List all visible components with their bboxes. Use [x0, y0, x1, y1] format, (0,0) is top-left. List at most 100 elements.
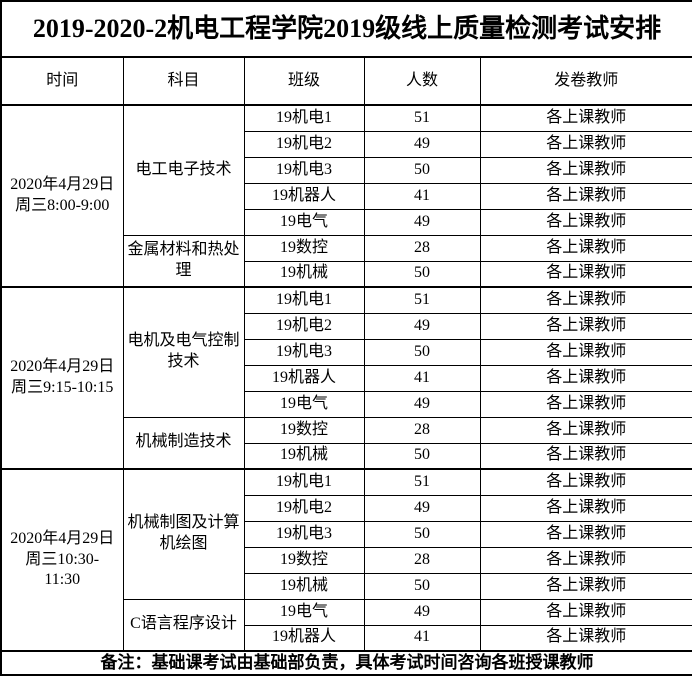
table-row: 19机电3 50 各上课教师 — [1, 338, 692, 366]
time-cell: 2020年4月29日 周三8:00-9:00 — [0, 104, 124, 288]
table-row: C语言程序设计 19电气 49 各上课教师 — [1, 598, 692, 652]
teacher-cell: 各上课教师 — [479, 312, 692, 340]
student-count-cell: 49 — [363, 598, 481, 626]
teacher-cell: 各上课教师 — [479, 286, 692, 314]
class-cell: 19电气 — [243, 598, 365, 626]
student-count-cell: 51 — [363, 104, 481, 132]
column-header-time: 时间 — [0, 56, 124, 106]
class-cell: 19机电3 — [243, 520, 365, 548]
teacher-cell: 各上课教师 — [479, 130, 692, 158]
teacher-cell: 各上课教师 — [479, 624, 692, 652]
teacher-cell: 各上课教师 — [479, 338, 692, 366]
class-cell: 19数控 — [243, 416, 365, 444]
subject-cell: C语言程序设计 — [122, 598, 245, 652]
teacher-cell: 各上课教师 — [479, 546, 692, 574]
table-row: 19机电2 49 各上课教师 — [1, 312, 692, 340]
class-cell: 19机电2 — [243, 312, 365, 340]
teacher-cell: 各上课教师 — [479, 468, 692, 496]
student-count-cell: 28 — [363, 234, 481, 262]
student-count-cell: 41 — [363, 182, 481, 210]
student-count-cell: 49 — [363, 390, 481, 418]
class-cell: 19机器人 — [243, 364, 365, 392]
footer-row: 备注：基础课考试由基础部负责，具体考试时间咨询各班授课教师 — [0, 649, 692, 676]
table-row: 19电气 49 各上课教师 — [1, 390, 692, 418]
table-row: 19机械 50 各上课教师 — [1, 260, 692, 288]
subject-cell: 电工电子技术 — [122, 104, 245, 236]
student-count-cell: 51 — [363, 286, 481, 314]
time-line: 周三10:30- — [25, 550, 100, 568]
table-row: 19机器人 41 各上课教师 — [1, 624, 692, 652]
column-header-teacher: 发卷教师 — [479, 56, 692, 106]
class-cell: 19数控 — [243, 546, 365, 574]
teacher-cell: 各上课教师 — [479, 390, 692, 418]
student-count-cell: 50 — [363, 338, 481, 366]
table-row: 19机械 50 各上课教师 — [1, 572, 692, 600]
time-line: 周三8:00-9:00 — [15, 197, 110, 214]
student-count-cell: 50 — [363, 260, 481, 288]
teacher-cell: 各上课教师 — [479, 572, 692, 600]
table-row: 19电气 49 各上课教师 — [1, 208, 692, 236]
table-row: 2020年4月29日 周三9:15-10:15 电机及电气控制技术 19机电1 … — [0, 286, 692, 470]
teacher-cell: 各上课教师 — [479, 234, 692, 262]
table-row: 2020年4月29日 周三8:00-9:00 电工电子技术 19机电1 51 各… — [0, 104, 692, 288]
class-cell: 19数控 — [243, 234, 365, 262]
student-count-cell: 49 — [363, 208, 481, 236]
class-cell: 19电气 — [243, 390, 365, 418]
class-cell: 19机电2 — [243, 494, 365, 522]
column-header-count: 人数 — [363, 56, 481, 106]
footer-note: 备注：基础课考试由基础部负责，具体考试时间咨询各班授课教师 — [0, 649, 692, 676]
subject-cell: 电机及电气控制技术 — [122, 286, 245, 418]
teacher-cell: 各上课教师 — [479, 156, 692, 184]
student-count-cell: 28 — [363, 416, 481, 444]
class-cell: 19机电3 — [243, 156, 365, 184]
class-cell: 19机械 — [243, 572, 365, 600]
subject-cell: 机械制造技术 — [122, 416, 245, 470]
time-line: 2020年4月29日 — [10, 358, 115, 376]
table-title: 2019-2020-2机电工程学院2019级线上质量检测考试安排 — [0, 0, 692, 58]
student-count-cell: 50 — [363, 442, 481, 470]
teacher-cell: 各上课教师 — [479, 494, 692, 522]
class-cell: 19电气 — [243, 208, 365, 236]
table-row: 金属材料和热处理 19数控 28 各上课教师 — [1, 234, 692, 288]
table-row: 19机器人 41 各上课教师 — [1, 182, 692, 210]
column-header-class: 班级 — [243, 56, 365, 106]
teacher-cell: 各上课教师 — [479, 520, 692, 548]
teacher-cell: 各上课教师 — [479, 208, 692, 236]
student-count-cell: 49 — [363, 312, 481, 340]
time-cell: 2020年4月29日 周三9:15-10:15 — [0, 286, 124, 470]
time-line: 周三9:15-10:15 — [11, 379, 114, 396]
time-line: 2020年4月29日 — [10, 176, 115, 194]
teacher-cell: 各上课教师 — [479, 598, 692, 626]
class-cell: 19机械 — [243, 260, 365, 288]
header-row: 时间 科目 班级 人数 发卷教师 — [0, 56, 692, 106]
class-cell: 19机电1 — [243, 286, 365, 314]
column-header-subject: 科目 — [122, 56, 245, 106]
time-line: 2020年4月29日 — [10, 529, 115, 547]
class-cell: 19机电3 — [243, 338, 365, 366]
time-cell: 2020年4月29日 周三10:30- 11:30 — [0, 468, 124, 652]
class-cell: 19机电1 — [243, 468, 365, 496]
class-cell: 19机电2 — [243, 130, 365, 158]
subject-cell: 机械制图及计算机绘图 — [122, 468, 245, 600]
class-cell: 19机械 — [243, 442, 365, 470]
student-count-cell: 49 — [363, 494, 481, 522]
teacher-cell: 各上课教师 — [479, 182, 692, 210]
teacher-cell: 各上课教师 — [479, 442, 692, 470]
student-count-cell: 41 — [363, 364, 481, 392]
class-cell: 19机器人 — [243, 182, 365, 210]
class-cell: 19机电1 — [243, 104, 365, 132]
student-count-cell: 50 — [363, 572, 481, 600]
class-cell: 19机器人 — [243, 624, 365, 652]
teacher-cell: 各上课教师 — [479, 260, 692, 288]
table-row: 2020年4月29日 周三10:30- 11:30 机械制图及计算机绘图 19机… — [0, 468, 692, 652]
time-line: 11:30 — [44, 571, 81, 589]
teacher-cell: 各上课教师 — [479, 104, 692, 132]
student-count-cell: 49 — [363, 130, 481, 158]
teacher-cell: 各上课教师 — [479, 416, 692, 444]
student-count-cell: 41 — [363, 624, 481, 652]
subject-cell: 金属材料和热处理 — [122, 234, 245, 288]
teacher-cell: 各上课教师 — [479, 364, 692, 392]
table-row: 19机电3 50 各上课教师 — [1, 520, 692, 548]
title-row: 2019-2020-2机电工程学院2019级线上质量检测考试安排 — [0, 0, 692, 58]
